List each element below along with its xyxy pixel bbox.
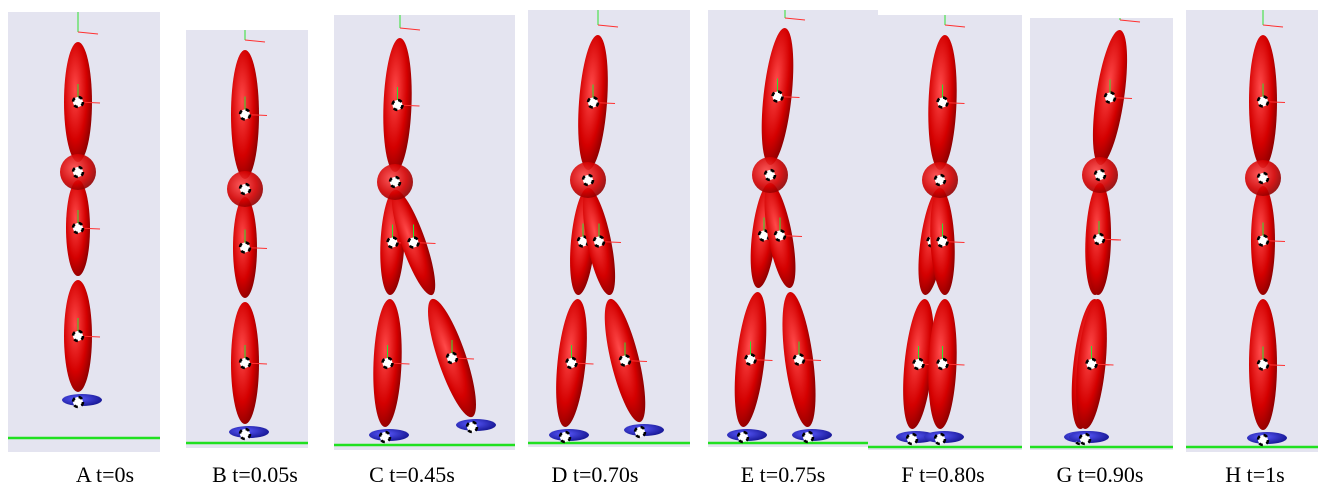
joint-marker [775,231,785,241]
joint-marker [73,167,83,177]
figure: A t=0s B t=0.05s C t=0.45s D t=0.70s E t=0.7… [0,0,1323,489]
joint-marker [583,175,593,185]
joint-marker [938,237,948,247]
joint-marker [388,238,398,248]
joint-marker [560,432,570,442]
caption: F t=0.80s [901,462,984,487]
joint-marker [240,110,250,120]
joint-marker [635,427,645,437]
joint-marker [907,434,917,444]
joint-marker [1258,435,1268,445]
frame [8,12,160,452]
joint-marker [938,98,948,108]
joint-marker [1258,173,1268,183]
joint-marker [765,170,775,180]
frame-bg [334,15,515,450]
joint-marker [393,100,403,110]
joint-marker [467,422,477,432]
joint-marker [73,223,83,233]
joint-marker [73,331,83,341]
joint-marker [447,353,457,363]
joint-marker [73,97,83,107]
joint-marker [73,397,83,407]
frame [1186,10,1318,452]
joint-marker [935,434,945,444]
joint-marker [567,358,577,368]
joint-marker [620,356,630,366]
joint-marker [390,177,400,187]
joint-marker [380,432,390,442]
joint-marker [773,92,783,102]
joint-marker [803,432,813,442]
joint-marker [1258,97,1268,107]
frame [334,15,515,450]
joint-marker [240,184,250,194]
joint-marker [240,429,250,439]
joint-marker [588,98,598,108]
joint-marker [938,359,948,369]
joint-marker [240,358,250,368]
joint-marker [1095,170,1105,180]
joint-marker [738,432,748,442]
joint-marker [383,358,393,368]
joint-marker [1080,434,1090,444]
joint-marker [1087,359,1097,369]
frame [868,15,1022,450]
caption: H t=1s [1225,462,1284,487]
caption: D t=0.70s [552,462,639,487]
joint-marker [1258,360,1268,370]
joint-marker [1105,93,1115,103]
joint-marker [746,355,756,365]
frame [186,30,308,448]
caption: E t=0.75s [741,462,826,487]
joint-marker [1094,234,1104,244]
joint-marker [240,243,250,253]
caption: C t=0.45s [369,462,455,487]
frame [708,10,878,447]
frame [1030,18,1173,450]
frame-bg [528,10,690,447]
caption: B t=0.05s [212,462,298,487]
joint-marker [794,355,804,365]
joint-marker [914,359,924,369]
joint-marker [594,237,604,247]
joint-marker [1258,236,1268,246]
joint-marker [409,238,419,248]
joint-marker [935,175,945,185]
caption: G t=0.90s [1057,462,1144,487]
caption: A t=0s [76,462,134,487]
frame [528,10,690,447]
